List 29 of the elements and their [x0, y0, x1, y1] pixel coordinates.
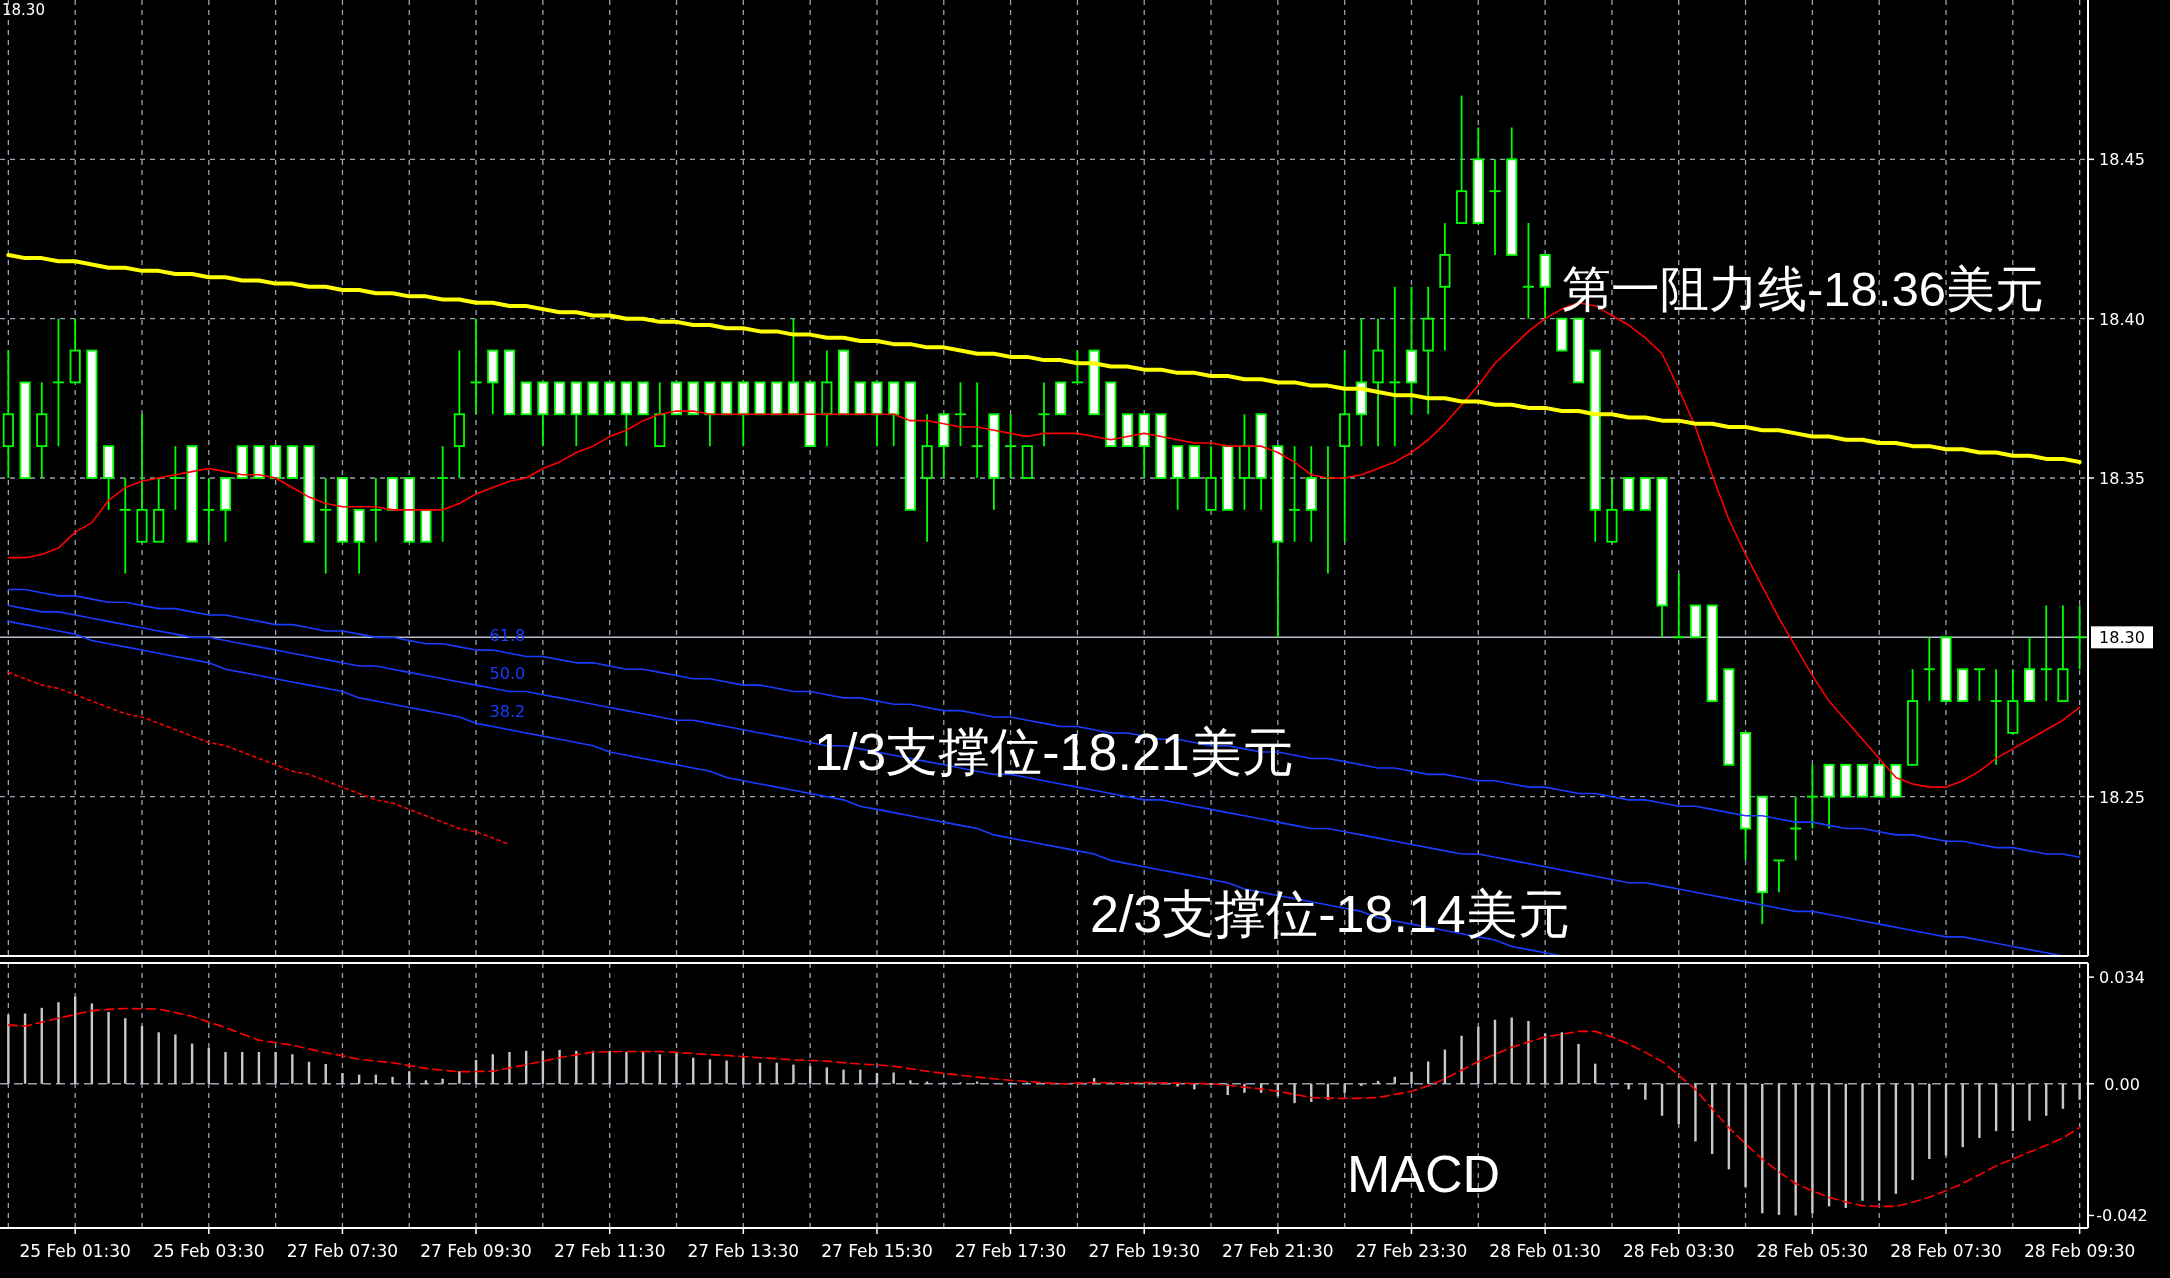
ref-line-label: 18.30: [2099, 628, 2145, 648]
x-tick-label: 28 Feb 09:30: [2023, 1241, 2136, 1261]
y-tick-label: 18.45: [2099, 150, 2145, 170]
y-tick-label: 18.40: [2099, 309, 2145, 329]
y-tick-label: 0.034: [2099, 968, 2145, 988]
series-label: 50.0: [489, 664, 526, 684]
y-tick-label: 18.35: [2099, 469, 2145, 488]
annotation: MACD: [1347, 1145, 1501, 1203]
x-tick-label: 27 Feb 13:30: [687, 1241, 800, 1261]
x-tick-label: 27 Feb 09:30: [420, 1241, 532, 1261]
x-tick-label: 28 Feb 03:30: [1622, 1241, 1735, 1261]
x-tick-label: 25 Feb 03:30: [153, 1241, 265, 1261]
series-label: 38.2: [489, 702, 526, 722]
x-tick-label: 27 Feb 19:30: [1088, 1241, 1200, 1261]
x-tick-label: 27 Feb 11:30: [553, 1241, 666, 1261]
x-tick-label: 28 Feb 01:30: [1489, 1241, 1601, 1261]
annotation: 第一阻力线-18.36美元: [1562, 262, 2044, 316]
y-tick-label: 18.25: [2099, 787, 2145, 807]
x-tick-label: 25 Feb 01:30: [19, 1241, 131, 1261]
x-tick-label: 28 Feb 07:30: [1890, 1241, 2002, 1261]
x-tick-label: 27 Feb 07:30: [286, 1241, 399, 1261]
x-tick-label: 27 Feb 15:30: [821, 1241, 933, 1261]
x-tick-label: 27 Feb 17:30: [954, 1241, 1067, 1261]
x-tick-label: 28 Feb 05:30: [1756, 1241, 1869, 1261]
annotation: 18.30: [2, 1, 45, 19]
x-tick-label: 27 Feb 21:30: [1222, 1241, 1334, 1261]
x-tick-label: 27 Feb 23:30: [1355, 1241, 1468, 1261]
y-tick-label: 0.00: [2104, 1074, 2140, 1094]
y-tick-label: -0.042: [2096, 1206, 2148, 1226]
